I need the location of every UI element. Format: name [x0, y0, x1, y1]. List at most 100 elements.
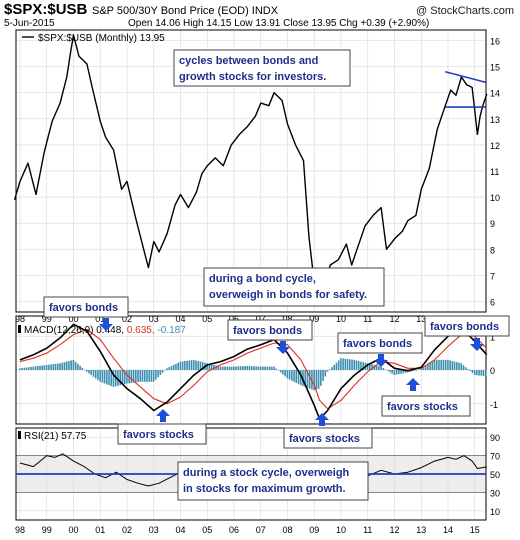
- macd-histogram-bar: [351, 359, 353, 370]
- favors-bonds-label: favors bonds: [424, 315, 510, 337]
- x-tick-label: 08: [282, 525, 292, 535]
- favors-stocks-label-text: favors stocks: [387, 401, 458, 413]
- annotation-cycles-box: [173, 49, 351, 87]
- macd-histogram-bar: [219, 366, 222, 370]
- macd-histogram-bar: [213, 364, 215, 370]
- macd-histogram-bar: [308, 370, 311, 389]
- annotation-bond-cycle-text: overweigh in bonds for safety.: [209, 289, 367, 301]
- macd-histogram-bar: [449, 360, 451, 370]
- macd-histogram-bar: [369, 363, 371, 370]
- macd-histogram-bar: [438, 359, 440, 370]
- macd-histogram-bar: [291, 370, 293, 381]
- macd-histogram-bar: [415, 370, 418, 371]
- macd-histogram-bar: [184, 361, 186, 370]
- macd-histogram-bar: [471, 370, 474, 374]
- watermark: @ StockCharts.com: [416, 5, 514, 17]
- favors-bonds-label-text: favors bonds: [343, 338, 412, 350]
- macd-histogram-bar: [422, 367, 425, 370]
- macd-histogram-bar: [360, 361, 362, 370]
- x-tick-label: 06: [229, 525, 239, 535]
- macd-histogram-bar: [192, 359, 195, 370]
- macd-histogram-bar: [146, 370, 148, 382]
- macd-histogram-bar: [273, 366, 275, 370]
- macd-histogram-bar: [170, 366, 173, 370]
- macd-histogram-bar: [130, 370, 133, 383]
- favors-bonds-label: favors bonds: [227, 319, 313, 341]
- chart-date: 5-Jun-2015: [4, 18, 55, 29]
- macd-histogram-bar: [48, 364, 50, 370]
- arrow-down-icon: [276, 341, 290, 354]
- x-tick-label: 13: [416, 525, 426, 535]
- macd-histogram-bar: [299, 370, 302, 386]
- macd-histogram-bar: [322, 370, 324, 382]
- macd-histogram-bar: [74, 361, 77, 370]
- y-tick-label: 7: [490, 271, 495, 281]
- macd-histogram-bar: [320, 370, 322, 386]
- macd-histogram-bar: [36, 366, 39, 370]
- macd-histogram-bar: [480, 370, 483, 376]
- y-tick-label: 30: [490, 488, 500, 498]
- macd-histogram-bar: [63, 362, 66, 370]
- macd-histogram-bar: [462, 365, 465, 370]
- arrow-down-icon: [470, 338, 484, 351]
- macd-histogram-bar: [179, 361, 182, 370]
- x-tick-label: 07: [256, 525, 266, 535]
- y-tick-label: 12: [490, 141, 500, 151]
- y-tick-label: 1: [490, 332, 495, 342]
- arrow-down-icon: [99, 318, 113, 331]
- macd-histogram-bar: [340, 358, 342, 370]
- macd-histogram-bar: [264, 366, 266, 370]
- macd-histogram-bar: [427, 364, 429, 370]
- macd-histogram-bar: [375, 365, 378, 370]
- macd-histogram-bar: [19, 368, 21, 370]
- macd-histogram-bar: [473, 370, 476, 376]
- macd-histogram-bar: [342, 358, 344, 370]
- macd-histogram-bar: [335, 362, 338, 370]
- macd-histogram-bar: [235, 366, 237, 370]
- macd-histogram-bar: [413, 370, 416, 371]
- annotation-stock-cycle-box: [177, 461, 369, 501]
- y-tick-label: 8: [490, 245, 495, 255]
- macd-histogram-bar: [315, 370, 318, 390]
- macd-histogram-bar: [255, 366, 257, 370]
- macd-histogram-bar: [270, 366, 273, 370]
- macd-histogram-bar: [395, 370, 398, 375]
- macd-histogram-bar: [112, 370, 115, 387]
- macd-histogram-bar: [159, 370, 162, 376]
- macd-histogram-bar: [228, 366, 231, 370]
- macd-histogram-bar: [484, 370, 487, 377]
- macd-histogram-bar: [402, 370, 405, 374]
- macd-histogram-bar: [152, 370, 155, 382]
- macd-histogram-bar: [451, 361, 454, 370]
- macd-histogram-bar: [221, 366, 224, 370]
- macd-histogram-bar: [344, 358, 347, 370]
- y-tick-label: 6: [490, 298, 495, 308]
- macd-histogram-bar: [224, 366, 226, 370]
- macd-histogram-bar: [23, 367, 26, 370]
- macd-histogram-bar: [246, 365, 249, 370]
- annotation-stock-cycle-text: in stocks for maximum growth.: [183, 483, 346, 495]
- macd-histogram-bar: [83, 369, 86, 371]
- macd-histogram-bar: [25, 367, 28, 370]
- macd-histogram-bar: [478, 370, 480, 376]
- macd-histogram-bar: [244, 366, 246, 370]
- macd-histogram-bar: [304, 370, 307, 387]
- macd-histogram-bar: [121, 370, 124, 385]
- x-tick-label: 00: [68, 525, 78, 535]
- macd-histogram-bar: [317, 370, 320, 389]
- price-line: [13, 34, 488, 297]
- macd-histogram-bar: [172, 364, 175, 370]
- macd-histogram-bar: [132, 370, 135, 383]
- macd-histogram-bar: [435, 359, 438, 370]
- favors-stocks-label: favors stocks: [117, 423, 207, 445]
- macd-histogram-bar: [453, 361, 456, 370]
- chart-symbol: $SPX:$USB: [4, 1, 88, 18]
- macd-histogram-bar: [210, 364, 213, 370]
- annotation-stock-cycle: during a stock cycle, overweigh in stocks…: [177, 461, 369, 501]
- rsi-legend-title: RSI(21) 57.75: [24, 431, 87, 442]
- macd-histogram-bar: [295, 370, 298, 383]
- favors-bonds-label-box: [424, 315, 510, 337]
- favors-stocks-label-text: favors stocks: [289, 433, 360, 445]
- favors-bonds-label: favors bonds: [43, 296, 129, 318]
